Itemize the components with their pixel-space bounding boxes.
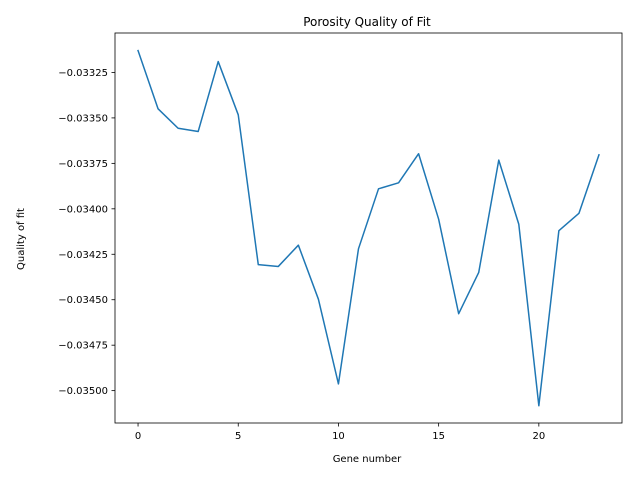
x-tick-label: 20 — [532, 431, 545, 442]
y-tick-label: −0.03450 — [58, 295, 108, 306]
x-tick-label: 10 — [332, 431, 345, 442]
y-axis-label: Quality of fit — [16, 208, 27, 270]
x-tick-label: 15 — [432, 431, 445, 442]
y-tick-label: −0.03325 — [58, 68, 108, 79]
series-line — [137, 49, 600, 407]
plot-area: 0 5 10 15 20 −0.03325 −0.03350 −0.03375 −0.03400… — [58, 32, 623, 442]
x-tick-label: 0 — [135, 431, 141, 442]
x-axis-label: Gene number — [333, 454, 402, 465]
y-tick-label: −0.03375 — [58, 159, 108, 170]
y-tick-label: −0.03500 — [58, 386, 108, 397]
y-tick-label: −0.03400 — [58, 204, 108, 215]
y-tick-label: −0.03475 — [58, 341, 108, 352]
y-tick-label: −0.03425 — [58, 250, 108, 261]
y-tick-label: −0.03350 — [58, 113, 108, 124]
chart-title: Porosity Quality of Fit — [303, 15, 431, 29]
x-tick-label: 5 — [235, 431, 241, 442]
axes-frame — [114, 32, 623, 424]
